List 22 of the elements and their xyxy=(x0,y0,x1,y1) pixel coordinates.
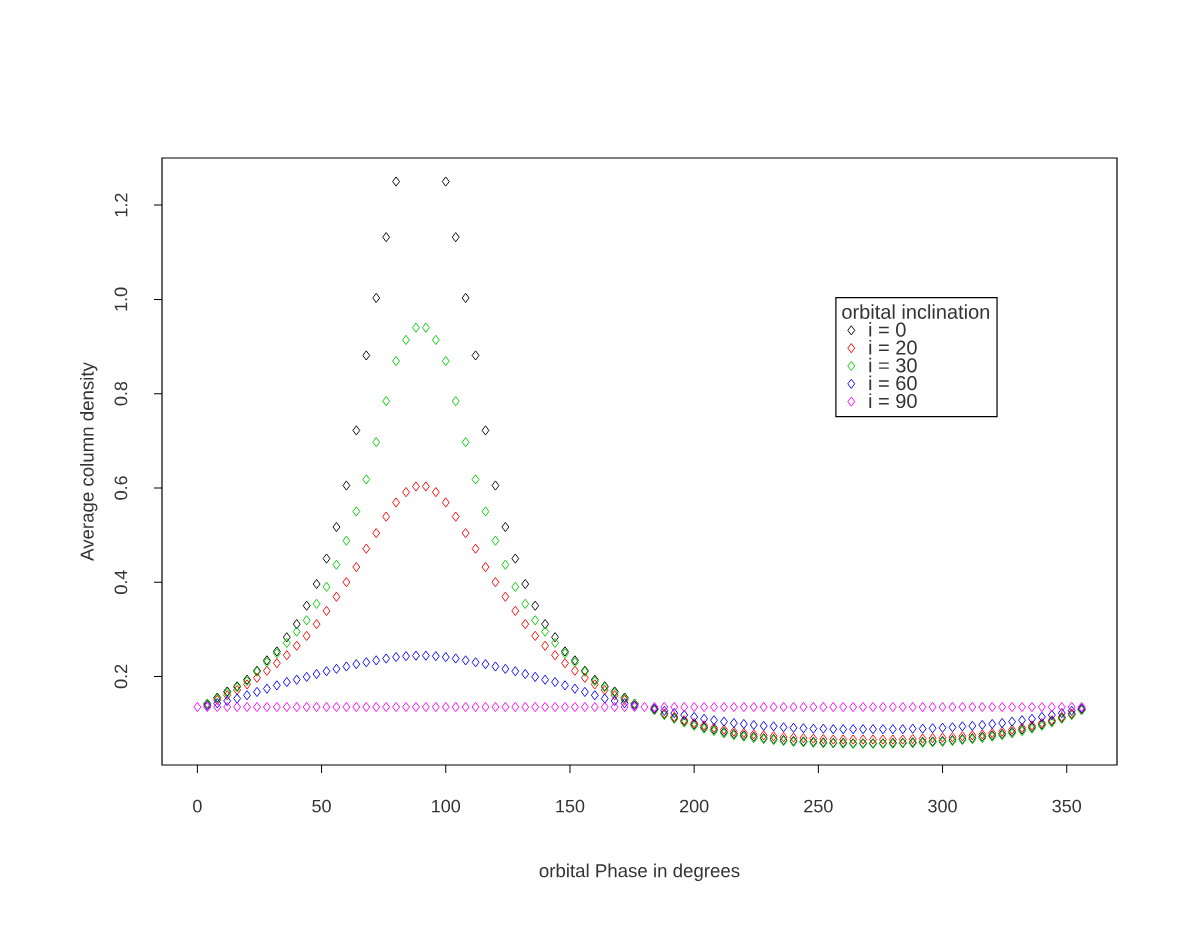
legend-title: orbital inclination xyxy=(842,304,990,319)
legend-label: i = 0 xyxy=(869,322,906,337)
y-tick-label: 0.4 xyxy=(114,570,128,594)
legend-label: i = 90 xyxy=(869,393,917,409)
x-tick-label: 300 xyxy=(928,799,957,813)
x-axis-title: orbital Phase in degrees xyxy=(539,863,740,881)
y-tick-label: 1.0 xyxy=(114,287,128,311)
y-axis-title: Average column density xyxy=(79,362,98,561)
y-tick-label: 0.8 xyxy=(114,381,128,406)
x-tick-label: 50 xyxy=(312,799,331,813)
legend-label: i = 60 xyxy=(869,375,917,391)
y-tick-label: 0.6 xyxy=(114,476,128,500)
x-tick-label: 100 xyxy=(432,799,461,813)
x-tick-label: 350 xyxy=(1052,799,1082,813)
y-tick-label: 0.2 xyxy=(114,664,128,689)
x-tick-label: 0 xyxy=(193,799,202,813)
x-tick-label: 200 xyxy=(680,799,709,813)
legend-label: i = 20 xyxy=(869,339,917,355)
legend-label: i = 30 xyxy=(869,357,917,373)
x-tick-label: 150 xyxy=(556,799,585,813)
y-tick-label: 1.2 xyxy=(114,193,128,217)
x-tick-label: 250 xyxy=(804,799,833,813)
